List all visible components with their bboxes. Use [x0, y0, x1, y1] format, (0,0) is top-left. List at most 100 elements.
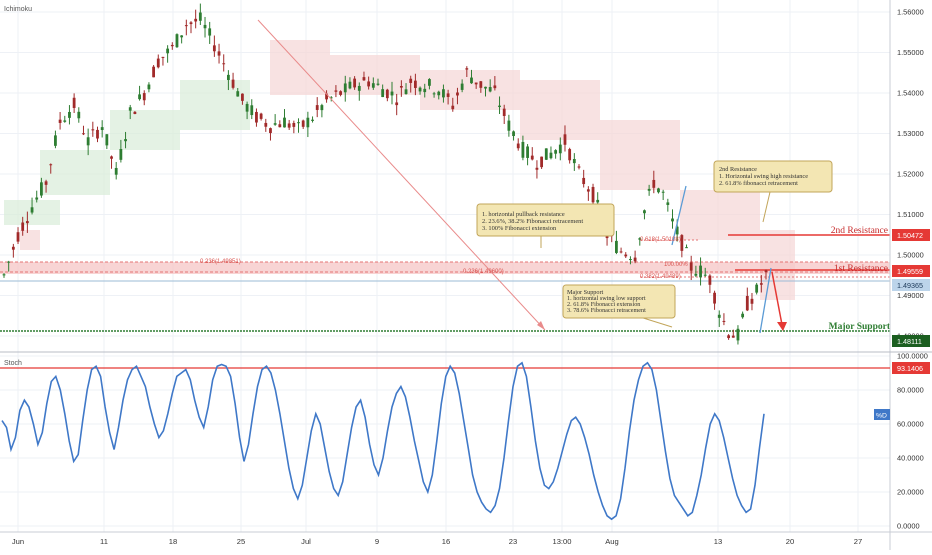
- candle-body: [11, 246, 15, 250]
- resistance-zone: [0, 262, 890, 274]
- candle-body: [703, 274, 707, 276]
- candle-body: [558, 144, 562, 154]
- candle-body: [306, 117, 310, 128]
- candle-body: [152, 66, 155, 78]
- candle-body: [72, 97, 76, 108]
- candle-body: [231, 79, 235, 88]
- candle-body: [39, 182, 43, 196]
- stoch-tick-label: 0.0000: [897, 522, 920, 531]
- candle-body: [138, 94, 141, 100]
- second-resistance-line-2: 1. Horizontal swing high resistance: [719, 173, 808, 180]
- candle-body: [694, 273, 698, 276]
- cloud-segment: [20, 230, 40, 250]
- candle-body: [96, 129, 99, 139]
- candle-body: [44, 181, 48, 185]
- candle-body: [652, 179, 656, 188]
- candle-body: [194, 18, 198, 22]
- candle-body: [413, 80, 417, 88]
- time-tick-label: 16: [442, 537, 450, 546]
- candle-body: [568, 149, 572, 161]
- candle-body: [226, 74, 230, 81]
- candle-body: [82, 133, 85, 135]
- candle-body: [119, 148, 123, 160]
- candle-body: [470, 77, 473, 84]
- candle-body: [446, 93, 450, 97]
- candle-body: [376, 83, 380, 85]
- annotation-major-support: Major Support 1. horizontal swing low su…: [562, 284, 676, 319]
- fib-label-left: 0.236(1.49851): [200, 259, 241, 265]
- candle-body: [343, 83, 347, 93]
- candle-body: [549, 152, 553, 159]
- stoch-series-line: [1, 361, 765, 521]
- candle-body: [175, 34, 179, 48]
- annotation-pullback: 1. horizontal pullback resistance 2. 23.…: [476, 203, 615, 237]
- stoch-tick-label: 40.0000: [897, 454, 924, 463]
- candle-body: [572, 159, 576, 164]
- candle-body: [484, 86, 487, 89]
- candle-body: [465, 68, 469, 70]
- candle-body: [722, 320, 726, 322]
- candle-body: [105, 134, 109, 146]
- price-tag-current: 1.49365: [892, 279, 930, 291]
- time-tick-label: Jul: [301, 537, 311, 546]
- candle-body: [311, 119, 314, 121]
- first-resistance-label: 1st Resistance: [834, 264, 888, 274]
- candle-body: [7, 261, 11, 263]
- candle-body: [245, 103, 249, 112]
- candle-body: [615, 240, 618, 253]
- candle-body: [198, 12, 202, 21]
- candle-body: [49, 164, 53, 166]
- candle-body: [418, 87, 422, 92]
- time-tick-label: 18: [169, 537, 177, 546]
- candle-body: [142, 93, 146, 101]
- candle-body: [488, 87, 492, 92]
- candle-body: [502, 108, 506, 116]
- candle-body: [544, 148, 548, 160]
- time-tick-label: 25: [237, 537, 245, 546]
- candle-body: [685, 247, 688, 249]
- candle-body: [259, 113, 263, 119]
- candle-body: [236, 91, 240, 97]
- candle-body: [647, 188, 651, 191]
- candle-body: [530, 155, 534, 160]
- candle-body: [708, 275, 712, 285]
- candle-body: [759, 283, 763, 285]
- price-tick-label: 1.55000: [897, 48, 924, 57]
- candle-body: [367, 81, 371, 87]
- candle-body: [404, 89, 408, 95]
- support-line-2: 1. horizontal swing low support: [567, 295, 646, 302]
- cloud-segment: [520, 80, 600, 140]
- candle-body: [301, 120, 305, 127]
- candle-body: [161, 56, 165, 58]
- projection-down-arrow: [771, 271, 784, 331]
- candle-body: [124, 139, 127, 142]
- projection-up-arrow-2: [759, 267, 772, 334]
- candle-body: [689, 262, 693, 271]
- price-tick-label: 1.56000: [897, 8, 924, 17]
- time-tick-label: Aug: [605, 537, 619, 546]
- annotation-second-resistance: 2nd Resistance 1. Horizontal swing high …: [713, 160, 833, 193]
- candle-body: [222, 63, 226, 65]
- candle-body: [507, 120, 511, 131]
- price-tag-first-resistance: 1.49559: [892, 265, 930, 277]
- candle-body: [147, 84, 151, 90]
- candle-body: [203, 24, 207, 29]
- candle-body: [381, 89, 385, 98]
- second-resistance-label: 2nd Resistance: [831, 226, 888, 236]
- candle-body: [409, 78, 413, 83]
- support-line-1: Major Support: [567, 289, 604, 296]
- candle-body: [736, 328, 740, 341]
- candle-body: [156, 58, 160, 68]
- candle-body: [385, 89, 389, 99]
- candle-body: [353, 78, 357, 88]
- candle-body: [255, 111, 258, 123]
- price-tag-second-resistance: 1.50472: [892, 229, 930, 241]
- candle-body: [35, 197, 39, 200]
- candle-body: [755, 284, 759, 293]
- stoch-tick-label: 60.0000: [897, 420, 924, 429]
- candle-body: [217, 51, 221, 56]
- candle-body: [428, 79, 431, 86]
- time-tick-label: 23: [509, 537, 517, 546]
- projection-down-arrowhead: [777, 322, 787, 331]
- candle-body: [563, 134, 567, 145]
